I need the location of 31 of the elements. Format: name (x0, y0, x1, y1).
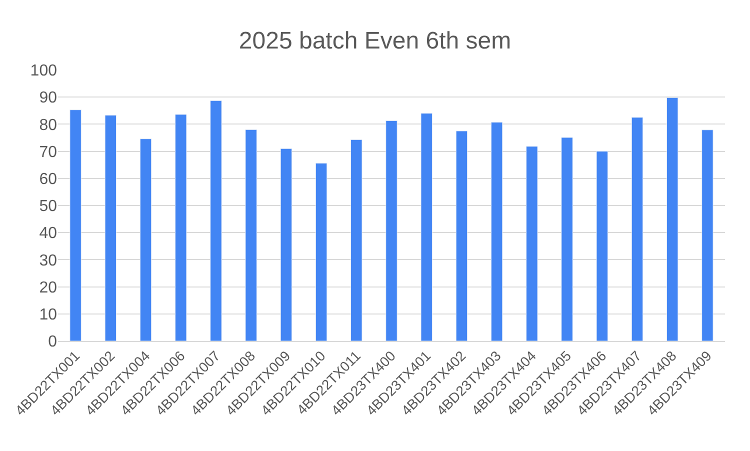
y-tick-label: 60 (39, 171, 58, 188)
bar (420, 113, 432, 341)
bar (526, 146, 538, 341)
y-tick-label: 80 (39, 116, 58, 134)
bar (315, 162, 328, 341)
bar (245, 129, 257, 341)
bar (175, 114, 187, 341)
bar (210, 100, 222, 341)
bar (631, 117, 644, 341)
bar (350, 139, 362, 341)
chart-title: 2025 batch Even 6th sem (238, 27, 512, 54)
y-tick-label: 10 (39, 306, 58, 324)
bar (140, 138, 152, 341)
bar (280, 148, 292, 341)
y-tick-label: 90 (39, 90, 58, 107)
y-tick-label: 50 (39, 198, 58, 216)
bar (666, 97, 678, 341)
bar (70, 110, 82, 341)
bar (702, 130, 714, 341)
y-tick-label: 40 (39, 225, 58, 242)
bar (104, 115, 117, 341)
bar (386, 120, 398, 341)
bar (596, 151, 608, 341)
y-tick-label: 100 (30, 62, 58, 80)
bar (561, 137, 573, 341)
y-tick-label: 0 (48, 334, 58, 351)
bar (490, 122, 503, 341)
bar (456, 130, 468, 341)
y-tick-label: 30 (39, 252, 58, 270)
y-tick-label: 20 (39, 279, 58, 296)
y-tick-label: 70 (39, 144, 58, 161)
